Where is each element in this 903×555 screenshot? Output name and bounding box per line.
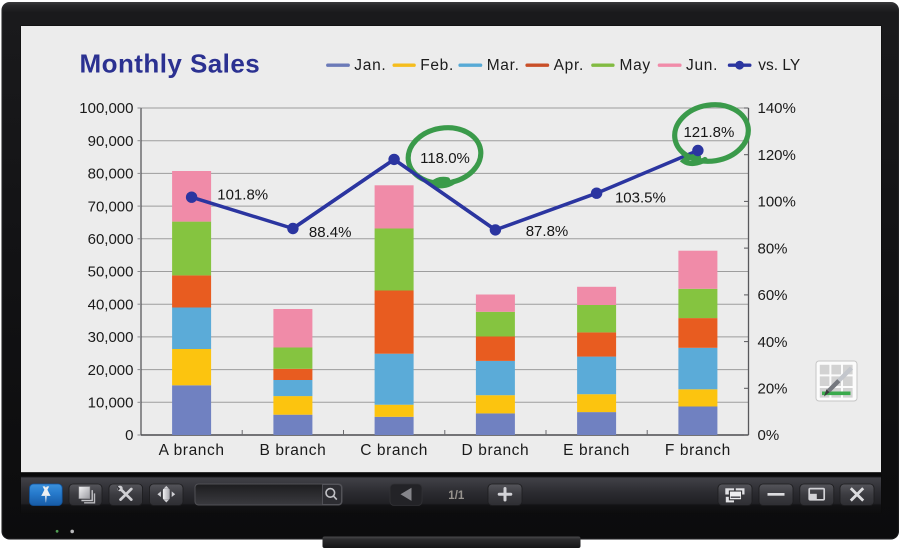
svg-text:E branch: E branch bbox=[563, 442, 630, 459]
svg-text:90,000: 90,000 bbox=[88, 133, 134, 150]
svg-text:30,000: 30,000 bbox=[88, 329, 134, 346]
svg-text:Apr.: Apr. bbox=[554, 57, 584, 74]
svg-text:80,000: 80,000 bbox=[88, 166, 134, 183]
svg-text:20,000: 20,000 bbox=[88, 362, 134, 379]
svg-text:Feb.: Feb. bbox=[420, 57, 454, 74]
svg-text:vs. LY: vs. LY bbox=[758, 57, 800, 74]
svg-text:1/1: 1/1 bbox=[448, 490, 465, 502]
svg-text:0%: 0% bbox=[758, 427, 780, 444]
svg-text:103.5%: 103.5% bbox=[615, 190, 666, 207]
svg-text:20%: 20% bbox=[758, 381, 788, 398]
svg-text:May: May bbox=[620, 57, 651, 74]
svg-text:40,000: 40,000 bbox=[88, 296, 134, 313]
svg-text:70,000: 70,000 bbox=[88, 198, 134, 215]
svg-text:A branch: A branch bbox=[159, 442, 225, 459]
svg-text:101.8%: 101.8% bbox=[217, 186, 268, 203]
svg-text:0: 0 bbox=[125, 427, 133, 444]
svg-text:B branch: B branch bbox=[259, 442, 326, 459]
svg-text:140%: 140% bbox=[758, 100, 796, 117]
svg-text:F branch: F branch bbox=[665, 442, 731, 459]
svg-text:121.8%: 121.8% bbox=[683, 124, 734, 141]
svg-text:Monthly Sales: Monthly Sales bbox=[80, 49, 261, 79]
svg-text:100%: 100% bbox=[758, 194, 796, 211]
svg-text:10,000: 10,000 bbox=[88, 395, 134, 412]
svg-text:118.0%: 118.0% bbox=[420, 150, 470, 167]
svg-text:60%: 60% bbox=[758, 287, 788, 304]
svg-text:Jan.: Jan. bbox=[354, 57, 386, 74]
svg-text:60,000: 60,000 bbox=[88, 231, 134, 248]
svg-text:Mar.: Mar. bbox=[487, 57, 520, 74]
svg-text:C branch: C branch bbox=[360, 442, 428, 459]
svg-text:120%: 120% bbox=[758, 147, 796, 164]
svg-text:80%: 80% bbox=[758, 240, 788, 257]
svg-text:50,000: 50,000 bbox=[88, 264, 134, 281]
svg-text:40%: 40% bbox=[758, 334, 788, 351]
svg-text:100,000: 100,000 bbox=[79, 100, 133, 117]
svg-text:88.4%: 88.4% bbox=[309, 224, 352, 241]
svg-text:87.8%: 87.8% bbox=[526, 223, 569, 240]
svg-text:Jun.: Jun. bbox=[686, 57, 718, 74]
svg-text:D branch: D branch bbox=[462, 442, 530, 459]
